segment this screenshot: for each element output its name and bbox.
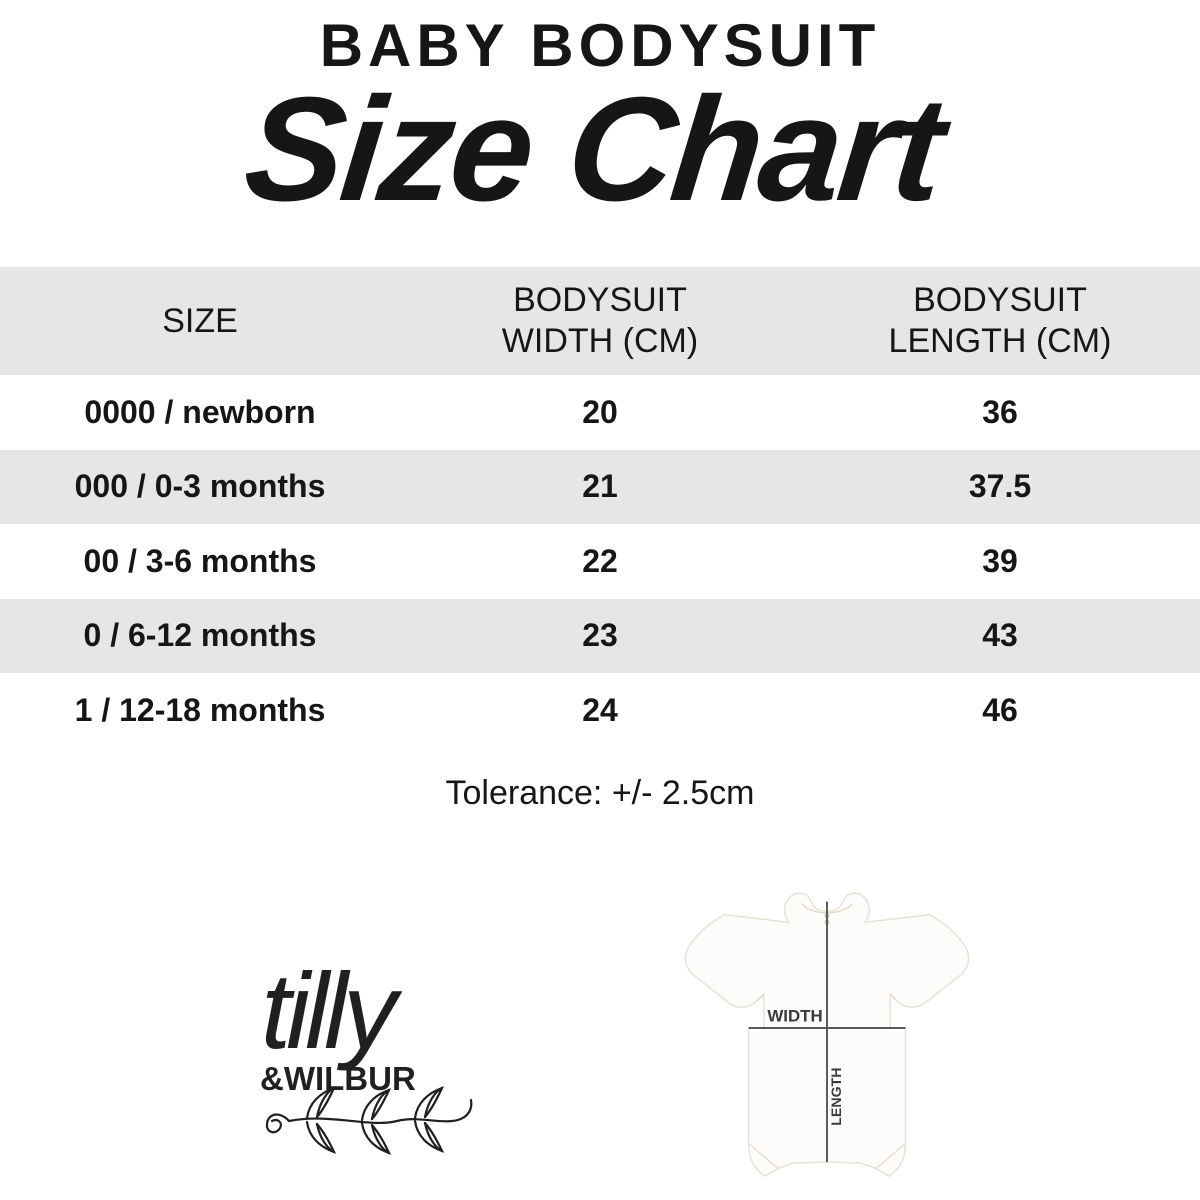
svg-text:LENGTH: LENGTH bbox=[829, 1068, 845, 1126]
svg-text:Size Chart: Size Chart bbox=[238, 88, 958, 232]
svg-text:tilly: tilly bbox=[261, 950, 403, 1071]
svg-text:&WILBUR: &WILBUR bbox=[260, 1060, 416, 1097]
svg-text:WIDTH: WIDTH bbox=[767, 1006, 822, 1025]
